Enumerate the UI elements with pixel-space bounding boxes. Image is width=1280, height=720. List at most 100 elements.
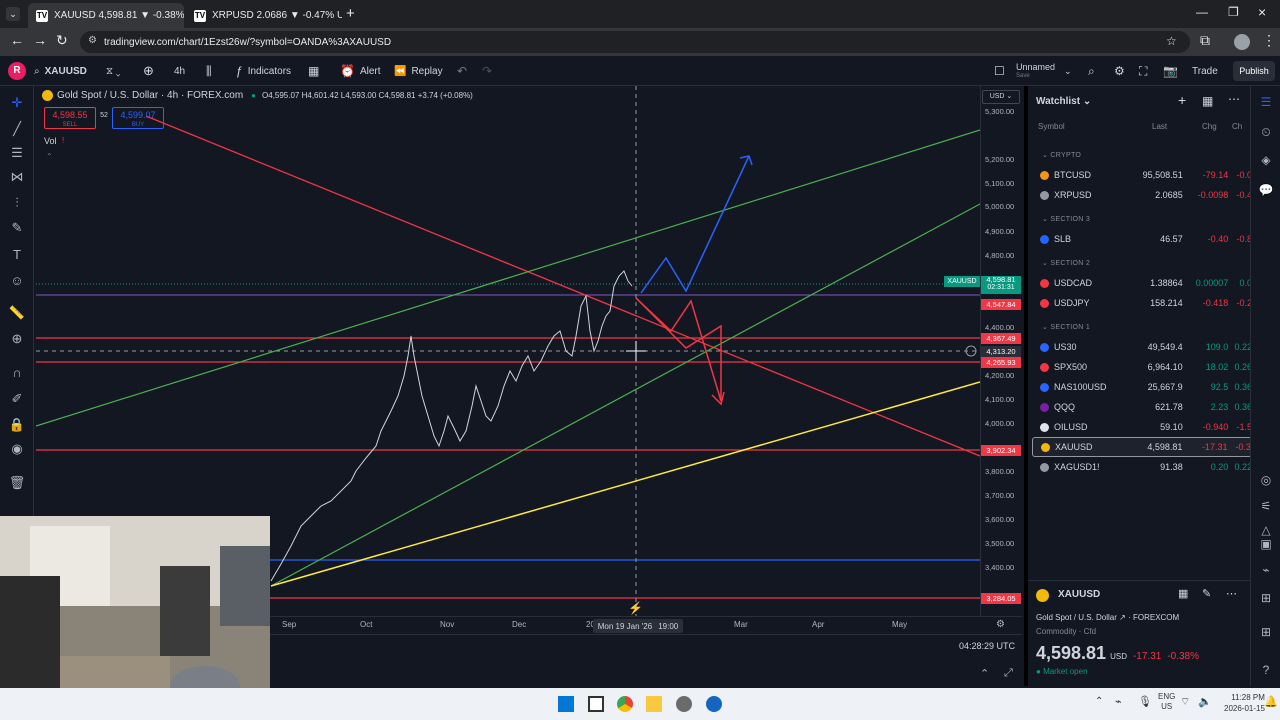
lock-icon[interactable]: 🔒 — [8, 417, 26, 432]
chart-title[interactable]: Gold Spot / U.S. Dollar · 4h · FOREX.com — [57, 90, 244, 101]
watchlist-row[interactable]: XRPUSD 2.0685 -0.0098 -0.4 — [1032, 185, 1252, 205]
extensions-icon[interactable]: ⧉ — [1200, 32, 1210, 48]
publish-button[interactable]: Publish — [1233, 61, 1275, 81]
watchlist-section-header[interactable]: ⌄ CRYPTO — [1042, 151, 1081, 159]
compare-icon[interactable]: ⧖ ⌄ — [106, 65, 121, 77]
detail-name[interactable]: Gold Spot / U.S. Dollar — [1036, 613, 1117, 622]
fib-icon[interactable]: ☰ — [11, 145, 23, 160]
redo-icon[interactable]: ↷ — [482, 64, 493, 78]
grid-icon[interactable]: ▦ — [1178, 588, 1189, 600]
watchlist-menu-icon[interactable]: ⋯ — [1228, 92, 1240, 106]
emoji-icon[interactable]: ☺ — [10, 273, 24, 288]
tab-search-icon[interactable]: ⌄ — [6, 7, 20, 21]
more-icon[interactable]: ⋯ — [1226, 588, 1237, 600]
ruler-icon[interactable]: 📏 — [8, 305, 26, 320]
watchlist-row[interactable]: SLB 46.57 -0.40 -0.8 — [1032, 229, 1252, 249]
symbol-search-button[interactable]: ⌕ XAUUSD — [34, 56, 87, 86]
currency-selector[interactable]: USD ⌄ — [982, 90, 1020, 104]
menu-dots-icon[interactable]: ⋮ — [1262, 32, 1276, 48]
chat-icon[interactable]: 💬 — [1258, 183, 1274, 197]
notifications-icon[interactable]: 🔔 — [1264, 696, 1278, 708]
app-icon[interactable] — [706, 696, 722, 712]
indicators-button[interactable]: ƒ Indicators — [236, 56, 291, 86]
utc-clock[interactable]: 04:28:29 UTC — [959, 641, 1016, 651]
url-field[interactable]: ⚙ tradingview.com/chart/1Ezst26w/?symbol… — [80, 31, 1190, 53]
detail-exchange[interactable]: FOREXCOM — [1132, 613, 1180, 622]
interval-button[interactable]: 4h — [174, 65, 186, 77]
new-tab-icon[interactable]: + — [346, 5, 355, 22]
quick-search-icon[interactable]: ⌕ — [1088, 63, 1095, 78]
detail-symbol[interactable]: XAUUSD — [1058, 589, 1101, 600]
volume-legend[interactable]: Vol — [44, 136, 57, 146]
watchlist-section-header[interactable]: ⌄ SECTION 2 — [1042, 259, 1090, 267]
language-indicator[interactable]: ENG US — [1158, 692, 1175, 712]
zoom-icon[interactable]: ⊕ — [11, 331, 23, 346]
watchlist-row[interactable]: US30 49,549.4 109.0 0.22 — [1032, 337, 1252, 357]
collapse-panel-icon[interactable]: ⌃ — [980, 668, 990, 680]
bookmark-star-icon[interactable]: ☆ — [1166, 34, 1177, 48]
alert-button[interactable]: ⏰ Alert — [340, 56, 381, 86]
col-last[interactable]: Last — [1152, 122, 1168, 131]
brush-icon[interactable]: ✎ — [11, 220, 23, 235]
trade-button[interactable]: Trade — [1192, 65, 1218, 77]
profile-avatar[interactable] — [1234, 34, 1250, 50]
undo-icon[interactable]: ↶ — [457, 64, 468, 78]
target-icon[interactable]: ◎ — [1260, 473, 1272, 487]
time-axis-settings-icon[interactable]: ⚙ — [996, 619, 1005, 630]
maximize-panel-icon[interactable]: ⤢ — [1004, 667, 1013, 679]
watchlist-icon[interactable]: ☰ — [1260, 95, 1272, 109]
col-chg[interactable]: Chg — [1202, 122, 1217, 131]
pine-icon[interactable]: ⊞ — [1260, 591, 1272, 605]
watchlist-title[interactable]: Watchlist ⌄ — [1036, 96, 1092, 107]
trendline-icon[interactable]: ╱ — [13, 121, 21, 136]
replay-button[interactable]: ⏪ Replay — [394, 56, 443, 86]
col-chg-pct[interactable]: Ch — [1232, 122, 1243, 131]
watchlist-row[interactable]: NAS100USD 25,667.9 92.5 0.36 — [1032, 377, 1252, 397]
maximize-icon[interactable]: ❐ — [1228, 5, 1239, 19]
apps-grid-icon[interactable]: ⊞ — [1260, 625, 1272, 639]
camera-icon[interactable]: 📷 — [1163, 64, 1178, 78]
alerts-clock-icon[interactable]: ⏲ — [1261, 125, 1271, 139]
prediction-icon[interactable]: ⫶ — [15, 195, 19, 210]
magnet-icon[interactable]: ∩ — [12, 365, 22, 380]
add-symbol-plus-icon[interactable]: + — [1178, 92, 1187, 108]
signal-icon[interactable]: ⚟ — [1260, 499, 1272, 513]
system-clock[interactable]: 11:28 PM 2026-01-15 — [1224, 692, 1265, 714]
watchlist-section-header[interactable]: ⌄ SECTION 1 — [1042, 323, 1090, 331]
speaker-icon[interactable]: 🔈 — [1198, 696, 1212, 708]
chevron-down-icon[interactable]: ⌄ — [1064, 65, 1072, 76]
price-axis[interactable]: USD ⌄ 5,300.00 5,200.00 5,100.00 5,000.00 4,… — [980, 86, 1022, 616]
minimize-icon[interactable]: — — [1196, 5, 1208, 19]
warning-icon[interactable]: ! — [62, 136, 65, 145]
collapse-legend-icon[interactable]: ⌃ — [46, 152, 53, 161]
reload-icon[interactable]: ↻ — [56, 32, 68, 48]
templates-icon[interactable]: ▦ — [308, 64, 320, 78]
windows-start-icon[interactable] — [558, 696, 574, 712]
eye-icon[interactable]: ◉ — [11, 441, 23, 456]
watchlist-row[interactable]: XAUUSD 4,598.81 -17.31 -0.3 — [1032, 437, 1252, 457]
avatar[interactable]: R — [8, 62, 26, 80]
close-window-icon[interactable]: × — [1258, 4, 1267, 20]
fullscreen-icon[interactable]: ⛶ — [1139, 63, 1148, 78]
layout-icon[interactable]: ☐ — [994, 64, 1005, 78]
settings-icon[interactable] — [676, 696, 692, 712]
chrome-icon[interactable] — [617, 696, 633, 712]
back-icon[interactable]: ← — [10, 32, 24, 48]
watchlist-row[interactable]: USDCAD 1.38864 0.00007 0.0 — [1032, 273, 1252, 293]
candles-icon[interactable]: ⫼ — [206, 63, 212, 78]
triangle-icon[interactable]: △ — [1261, 523, 1271, 537]
settings-gear-icon[interactable]: ⚙ — [1114, 64, 1125, 78]
watchlist-section-header[interactable]: ⌄ SECTION 3 — [1042, 215, 1090, 223]
lock-drawing-icon[interactable]: ✐ — [11, 391, 23, 406]
network-icon[interactable]: ⌁ — [1115, 696, 1122, 708]
add-alert-icon[interactable] — [965, 345, 977, 357]
edit-icon[interactable]: ✎ — [1202, 588, 1212, 600]
layers-icon[interactable]: ◈ — [1261, 153, 1271, 167]
tab-xauusd[interactable]: TV XAUUSD 4,598.81 ▼ -0.38% Ur × — [28, 3, 184, 28]
watchlist-row[interactable]: SPX500 6,964.10 18.02 0.26 — [1032, 357, 1252, 377]
watchlist-row[interactable]: QQQ 621.78 2.23 0.36 — [1032, 397, 1252, 417]
tab-xrpusd[interactable]: TV XRPUSD 2.0686 ▼ -0.47% Unn × — [186, 3, 342, 28]
sell-button[interactable]: 4,598.55 SELL — [44, 107, 96, 129]
watchlist-row[interactable]: USDJPY 158.214 -0.418 -0.2 — [1032, 293, 1252, 313]
col-symbol[interactable]: Symbol — [1038, 122, 1065, 131]
